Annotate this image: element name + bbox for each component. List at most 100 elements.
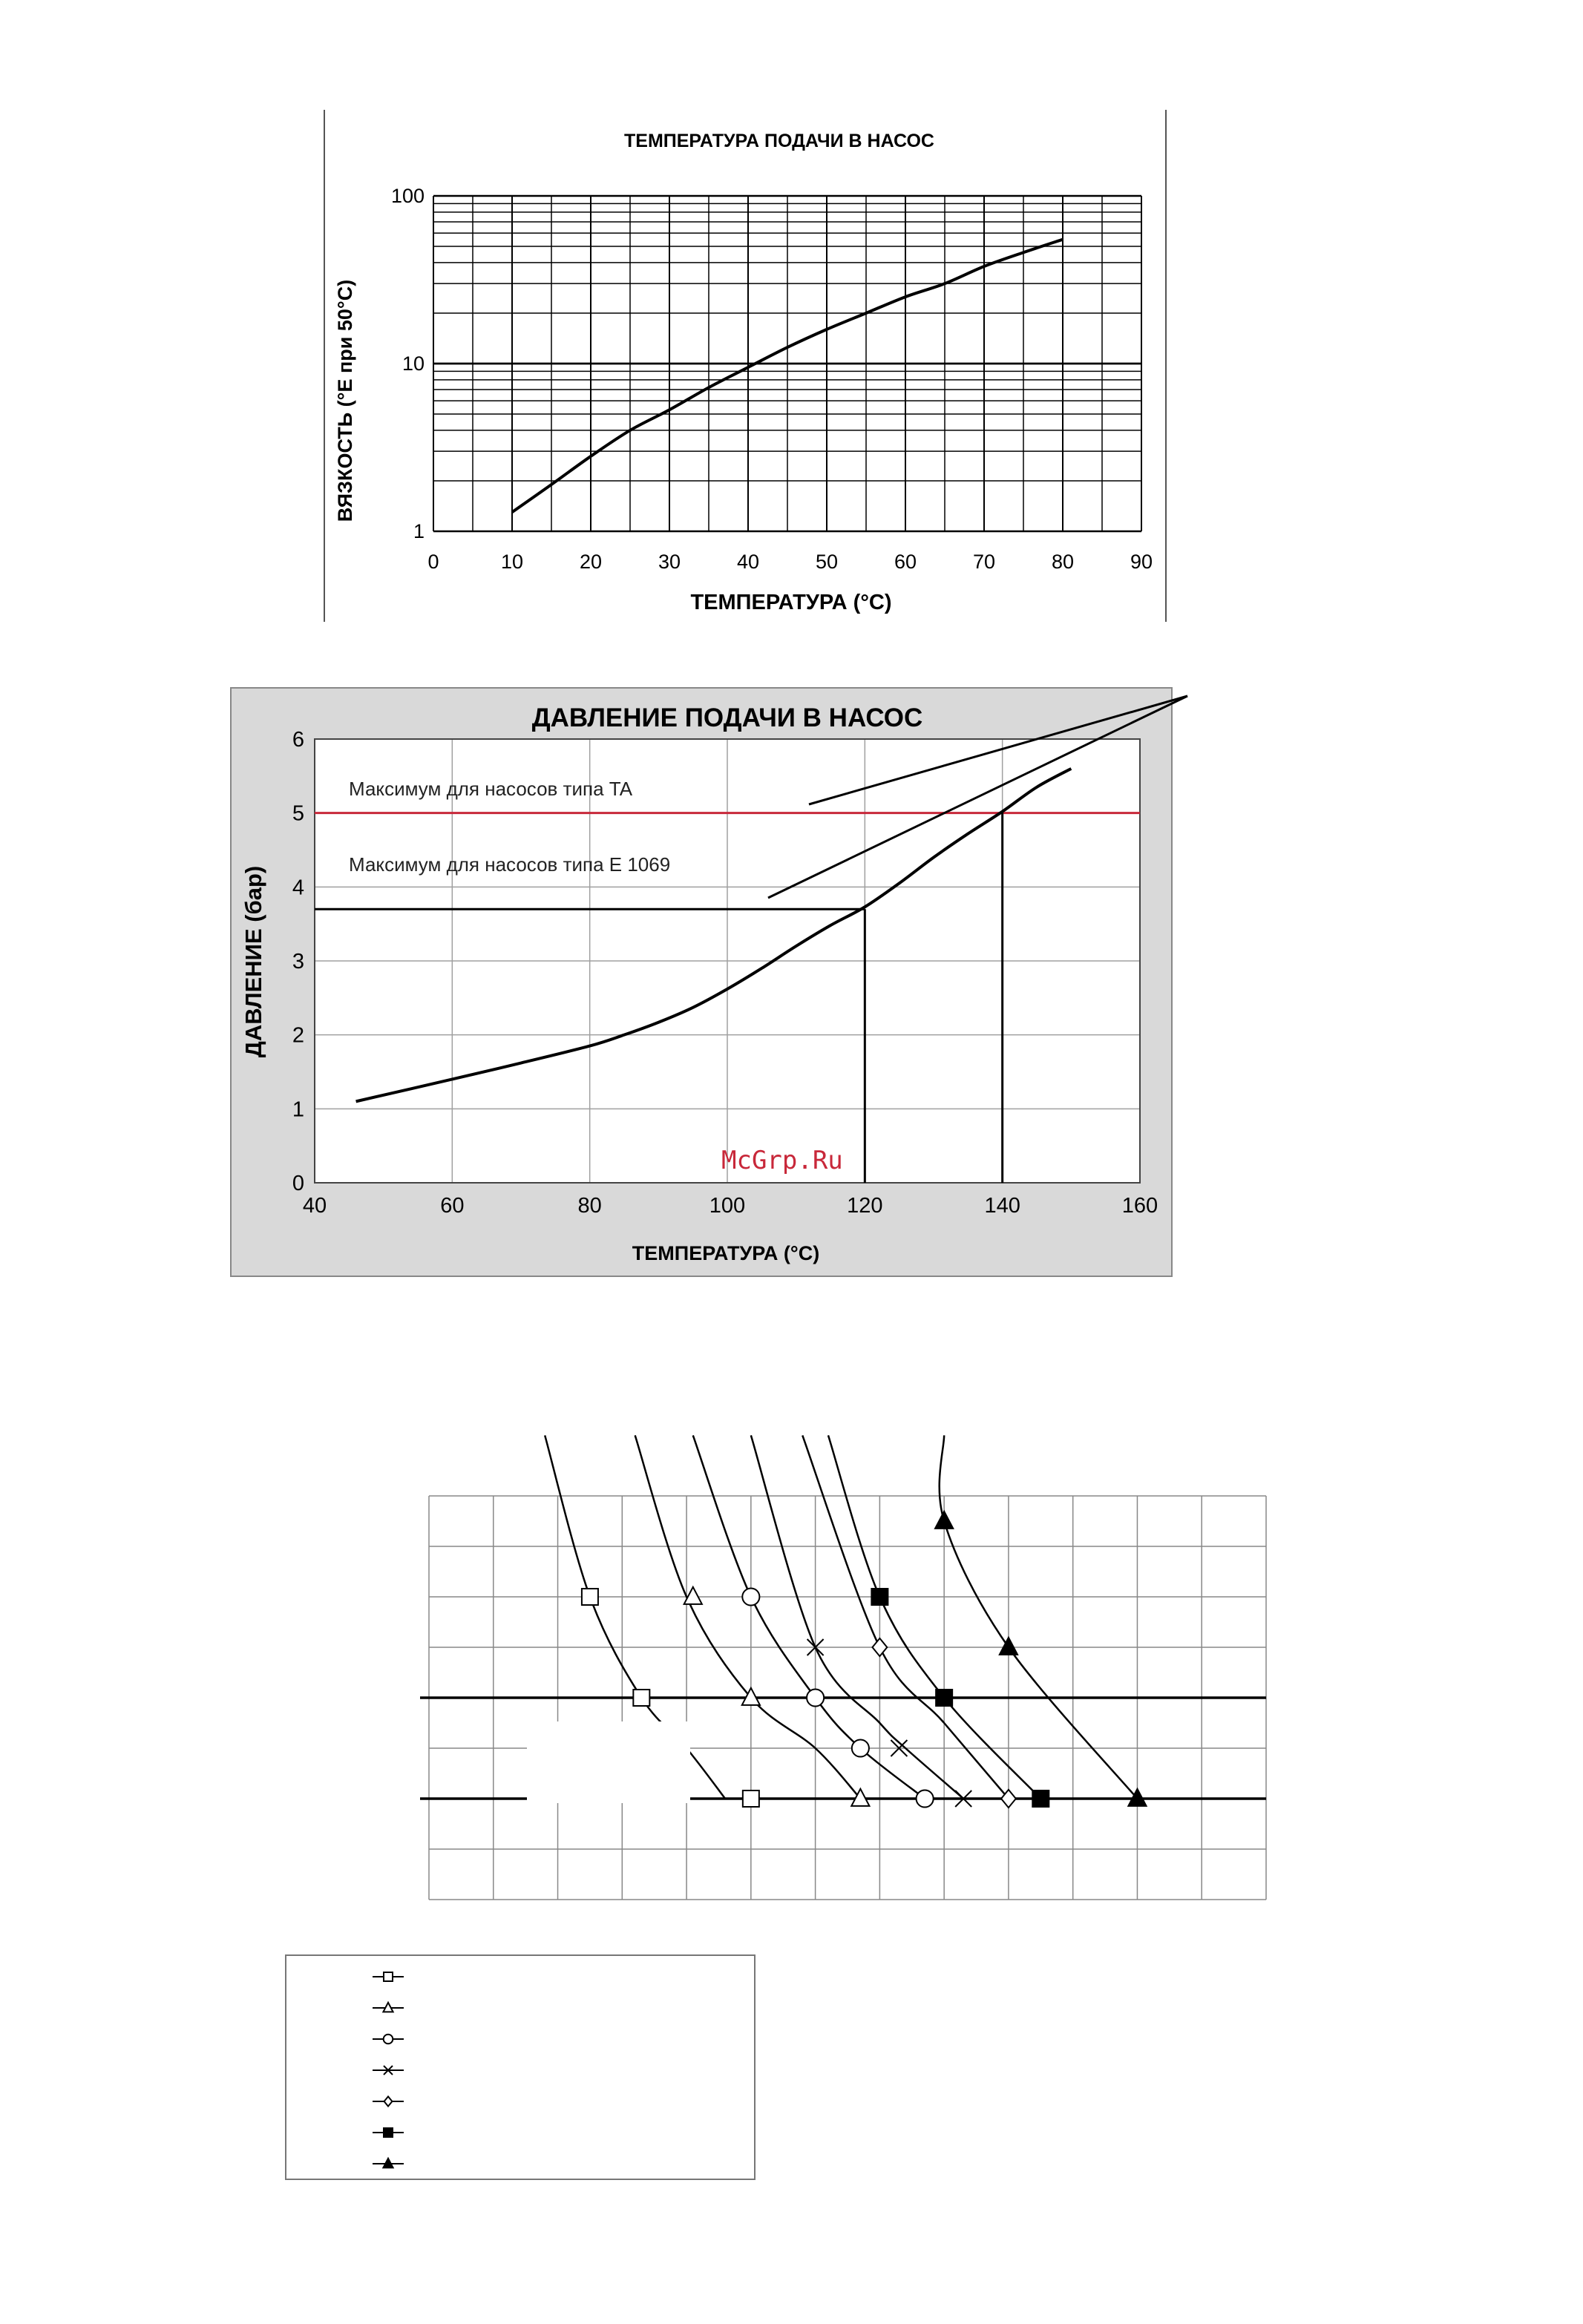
- viscosity-series: [511, 237, 1063, 513]
- y-tick-label: 100: [391, 185, 425, 207]
- viscosity-grid: [433, 194, 1142, 533]
- series-curve: [750, 1435, 965, 1799]
- pressure-x-axis-label: ТЕМПЕРАТУРА (°C): [632, 1242, 819, 1264]
- pressure-chart-svg: 40 60 80 100 120 140 160 0 1 2 3 4 5 6 ДАВЛЕНИЕ ПОДАЧ…: [240, 695, 1188, 1264]
- triangle-open-marker: [850, 1787, 871, 1807]
- x-tick-label: 40: [737, 551, 759, 573]
- x-tick-label: 60: [894, 551, 917, 573]
- legend-item: [373, 2065, 404, 2075]
- x-tick-label: 30: [658, 551, 681, 573]
- viscosity-chart-title: ТЕМПЕРАТУРА ПОДАЧИ В НАСОС: [624, 131, 934, 151]
- pointer-line-e1069: [767, 695, 1188, 899]
- series-curve: [827, 1435, 1042, 1799]
- series-curve: [692, 1434, 925, 1799]
- cross-marker: [954, 1790, 972, 1808]
- series-diamond-open: [802, 1434, 1017, 1809]
- cross-marker: [890, 1739, 908, 1757]
- triangle-filled-marker: [381, 2156, 395, 2169]
- bottom-border-line: [0, 2318, 1583, 2321]
- legend-svg: [373, 1972, 404, 2169]
- x-tick-label: 10: [501, 551, 523, 573]
- label-mask-area: [527, 1721, 690, 1803]
- y-tick-label: 0: [292, 1172, 304, 1195]
- y-tick-label: 1: [413, 520, 425, 542]
- annotation-ta-max: Максимум для насосов типа TA: [349, 778, 633, 800]
- circle-open-marker: [851, 1739, 870, 1758]
- x-tick-label: 160: [1122, 1194, 1158, 1218]
- series-curve: [634, 1435, 862, 1799]
- series-cross: [750, 1435, 972, 1808]
- x-tick-label: 70: [973, 551, 995, 573]
- series-curve: [543, 1435, 727, 1799]
- triangle-filled-marker: [1127, 1787, 1148, 1807]
- cross-marker: [806, 1638, 825, 1656]
- pressure-ticks: 40 60 80 100 120 140 160 0 1 2 3 4 5 6: [292, 728, 1158, 1218]
- viscosity-y-axis-label: ВЯЗКОСТЬ (°E при 50°C): [334, 280, 356, 522]
- triangle-open-marker: [381, 2000, 395, 2013]
- triangle-filled-marker: [998, 1635, 1019, 1655]
- circle-open-marker: [806, 1688, 825, 1707]
- cross-marker: [383, 2065, 393, 2075]
- square-open-marker: [383, 1972, 393, 1982]
- circle-open-marker: [915, 1789, 934, 1808]
- x-tick-label: 40: [303, 1194, 327, 1218]
- x-tick-label: 120: [847, 1194, 882, 1218]
- pressure-y-axis-label: ДАВЛЕНИЕ (бар): [240, 866, 266, 1057]
- curve-family-chart-svg: [420, 1434, 1267, 1900]
- viscosity-chart-svg: 0 10 20 30 40 50 60 70 80 90 1 10 100 ТЕМПЕРАТУРА ПО…: [334, 131, 1153, 614]
- triangle-filled-marker: [934, 1509, 954, 1529]
- series-triangle-open: [634, 1435, 871, 1807]
- top-border-line: [0, 0, 1583, 3]
- diamond-open-marker: [1000, 1788, 1017, 1809]
- series-square-open: [543, 1435, 760, 1808]
- series-curve: [938, 1435, 1138, 1799]
- x-tick-label: 20: [580, 551, 602, 573]
- y-tick-label: 2: [292, 1024, 304, 1048]
- y-tick-label: 10: [402, 352, 425, 375]
- viscosity-chart: 0 10 20 30 40 50 60 70 80 90 1 10 100 ТЕМПЕРАТУРА ПО…: [324, 110, 1167, 622]
- x-tick-label: 90: [1130, 551, 1153, 573]
- diamond-open-marker: [383, 2095, 393, 2108]
- pressure-chart: 40 60 80 100 120 140 160 0 1 2 3 4 5 6 ДАВЛЕНИЕ ПОДАЧ…: [230, 687, 1188, 1277]
- viscosity-x-axis-label: ТЕМПЕРАТУРА (°C): [690, 591, 891, 614]
- triangle-open-marker: [683, 1585, 704, 1605]
- square-filled-marker: [935, 1689, 954, 1707]
- square-filled-marker: [383, 2127, 393, 2138]
- x-tick-label: 140: [984, 1194, 1020, 1218]
- square-open-marker: [580, 1588, 599, 1606]
- x-tick-label: 60: [440, 1194, 464, 1218]
- y-tick-label: 5: [292, 802, 304, 826]
- viscosity-curve: [511, 237, 1063, 513]
- series-circle-open: [692, 1434, 934, 1808]
- watermark: McGrp.Ru: [721, 1146, 843, 1175]
- legend-item: [373, 2095, 404, 2108]
- series-curve: [802, 1434, 1009, 1799]
- legend-item: [373, 2000, 404, 2013]
- annotation-e1069-max: Максимум для насосов типа E 1069: [349, 853, 670, 876]
- y-tick-label: 6: [292, 728, 304, 752]
- legend-item: [373, 2033, 404, 2045]
- legend-item: [373, 1972, 404, 1982]
- square-open-marker: [741, 1790, 760, 1808]
- circle-open-marker: [382, 2033, 394, 2045]
- pressure-series: [355, 767, 1072, 1103]
- legend-item: [373, 2127, 404, 2138]
- x-tick-label: 80: [1052, 551, 1074, 573]
- viscosity-ticks: 0 10 20 30 40 50 60 70 80 90 1 10 100: [391, 185, 1153, 573]
- curve-family-series: [543, 1434, 1148, 1809]
- x-tick-label: 100: [709, 1194, 745, 1218]
- series-triangle-filled: [934, 1435, 1148, 1807]
- y-tick-label: 3: [292, 950, 304, 974]
- x-tick-label: 50: [816, 551, 838, 573]
- y-tick-label: 1: [292, 1097, 304, 1121]
- circle-open-marker: [741, 1587, 761, 1606]
- x-tick-label: 80: [578, 1194, 602, 1218]
- pressure-plot-border: [314, 738, 1141, 1184]
- series-square-filled: [827, 1435, 1050, 1808]
- square-open-marker: [632, 1689, 651, 1707]
- x-tick-label: 0: [427, 551, 439, 573]
- legend-items: [373, 1972, 404, 2169]
- square-filled-marker: [871, 1588, 889, 1606]
- viscosity-chart-frame: [324, 110, 1167, 622]
- pressure-chart-title: ДАВЛЕНИЕ ПОДАЧИ В НАСОС: [532, 703, 923, 732]
